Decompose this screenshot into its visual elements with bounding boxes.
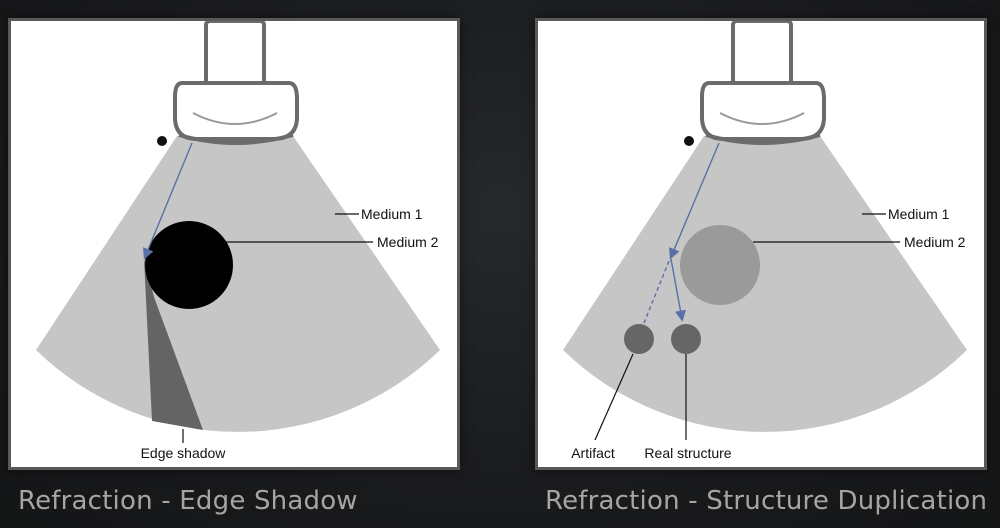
medium-1-label: Medium 1 — [888, 206, 950, 222]
edge-shadow-panel: Medium 1 Medium 2 Edge shadow — [8, 18, 460, 470]
ultrasound-sector — [36, 136, 440, 432]
refracted-beam-arrow — [670, 258, 686, 322]
medium-2-label: Medium 2 — [377, 234, 439, 250]
ultrasound-probe — [173, 21, 299, 145]
orientation-marker — [157, 136, 167, 146]
edge-shadow-diagram: Medium 1 Medium 2 Edge shadow — [36, 21, 440, 461]
real-structure-label: Real structure — [644, 445, 731, 461]
artifact-leader — [594, 353, 634, 441]
edge-shadow — [144, 259, 203, 430]
edge-shadow-caption: Refraction - Edge Shadow — [18, 486, 358, 516]
structure-duplication-diagram: Medium 1 Medium 2 Artifact Real structur… — [563, 21, 967, 461]
medium-2-circle — [145, 221, 233, 309]
real-structure — [671, 324, 701, 354]
orientation-marker — [684, 136, 694, 146]
beam-arrow — [669, 142, 720, 260]
medium-1-label: Medium 1 — [361, 206, 423, 222]
ultrasound-probe — [700, 21, 826, 145]
beam-arrow — [143, 142, 193, 260]
artifact-structure — [624, 324, 654, 354]
ultrasound-sector — [563, 136, 967, 432]
edge-shadow-label: Edge shadow — [141, 445, 227, 461]
medium-2-circle — [680, 225, 760, 305]
structure-duplication-caption: Refraction - Structure Duplication — [545, 486, 988, 516]
artifact-label: Artifact — [571, 445, 615, 461]
medium-2-label: Medium 2 — [904, 234, 966, 250]
structure-duplication-panel: Medium 1 Medium 2 Artifact Real structur… — [535, 18, 987, 470]
